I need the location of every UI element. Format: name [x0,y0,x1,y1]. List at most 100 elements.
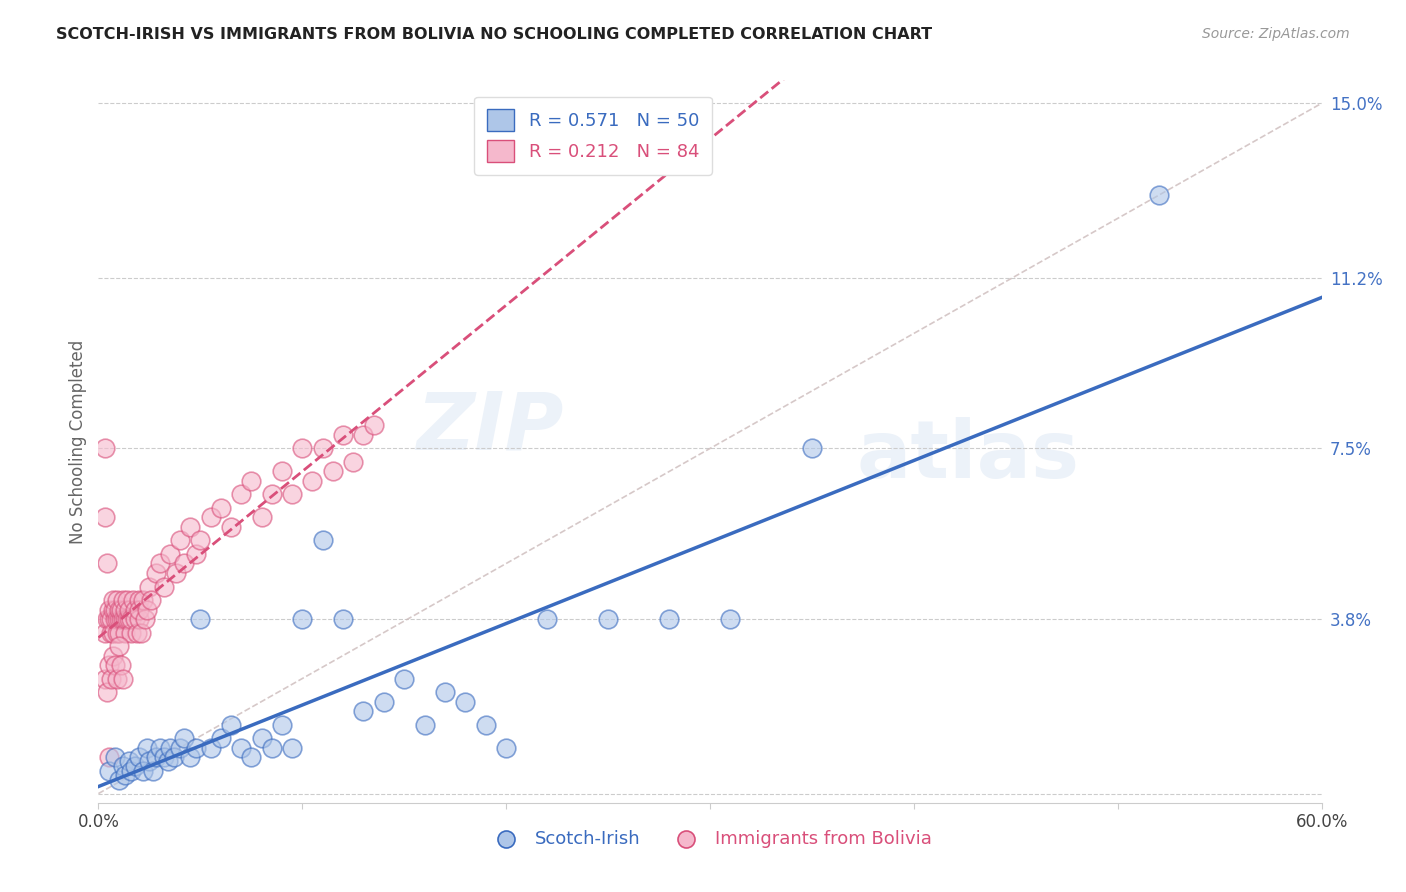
Point [149,557,172,571]
Point [322,465,344,479]
Point [454,694,477,708]
Point [188,533,212,548]
Point [104,657,127,672]
Point [159,740,181,755]
Point [114,768,136,782]
Text: Source: ZipAtlas.com: Source: ZipAtlas.com [1202,27,1350,41]
Point [260,487,283,501]
Point [312,442,335,456]
Point [100,672,122,686]
Point [108,625,131,640]
Point [120,625,142,640]
Point [105,612,128,626]
Point [270,717,294,731]
Point [100,612,122,626]
Point [186,547,208,561]
Text: SCOTCH-IRISH VS IMMIGRANTS FROM BOLIVIA NO SCHOOLING COMPLETED CORRELATION CHART: SCOTCH-IRISH VS IMMIGRANTS FROM BOLIVIA … [56,27,932,42]
Point [105,625,128,640]
Point [352,427,374,442]
Point [124,612,146,626]
Point [186,740,208,755]
Point [115,612,138,626]
Point [105,593,128,607]
Point [250,731,273,746]
Point [260,740,283,755]
Point [105,672,128,686]
Point [101,625,124,640]
Point [122,593,145,607]
Point [97,764,120,778]
Point [101,648,124,663]
Point [100,625,122,640]
Point [141,593,163,607]
Point [142,764,165,778]
Point [165,566,187,580]
Point [132,593,155,607]
Point [93,442,115,456]
Point [179,749,201,764]
Point [281,487,304,501]
Point [250,510,273,524]
Text: atlas: atlas [856,417,1080,495]
Point [114,602,136,616]
Point [111,612,134,626]
Point [108,602,131,616]
Y-axis label: No Schooling Completed: No Schooling Completed [69,340,87,543]
Point [179,519,201,533]
Point [373,694,395,708]
Point [108,772,131,787]
Point [108,612,131,626]
Point [96,557,118,571]
Point [291,442,314,456]
Point [169,533,191,548]
Point [149,740,172,755]
Point [219,519,242,533]
Point [124,759,146,773]
Point [434,685,457,699]
Point [240,749,263,764]
Point [97,612,120,626]
Point [110,612,132,626]
Point [342,455,364,469]
Point [536,612,558,626]
Point [104,612,127,626]
Point [128,593,150,607]
Point [101,593,124,607]
Point [474,717,498,731]
Point [173,557,195,571]
Point [111,593,134,607]
Point [291,612,314,626]
Point [801,442,824,456]
Point [145,749,167,764]
Point [104,749,127,764]
Point [332,612,354,626]
Point [413,717,436,731]
Point [301,474,323,488]
Point [281,740,304,755]
Point [104,602,127,616]
Point [138,580,160,594]
Point [231,487,253,501]
Point [111,672,134,686]
Point [598,612,620,626]
Point [93,625,115,640]
Point [120,764,142,778]
Point [156,755,179,769]
Point [134,612,156,626]
Point [118,755,141,769]
Point [127,625,149,640]
Point [136,602,159,616]
Point [118,602,141,616]
Point [231,740,253,755]
Point [101,602,124,616]
Point [145,566,167,580]
Point [97,749,120,764]
Text: ZIP: ZIP [416,388,564,467]
Point [97,602,120,616]
Point [96,612,118,626]
Point [332,427,354,442]
Point [1147,188,1170,202]
Point [124,602,146,616]
Point [200,740,222,755]
Point [159,547,181,561]
